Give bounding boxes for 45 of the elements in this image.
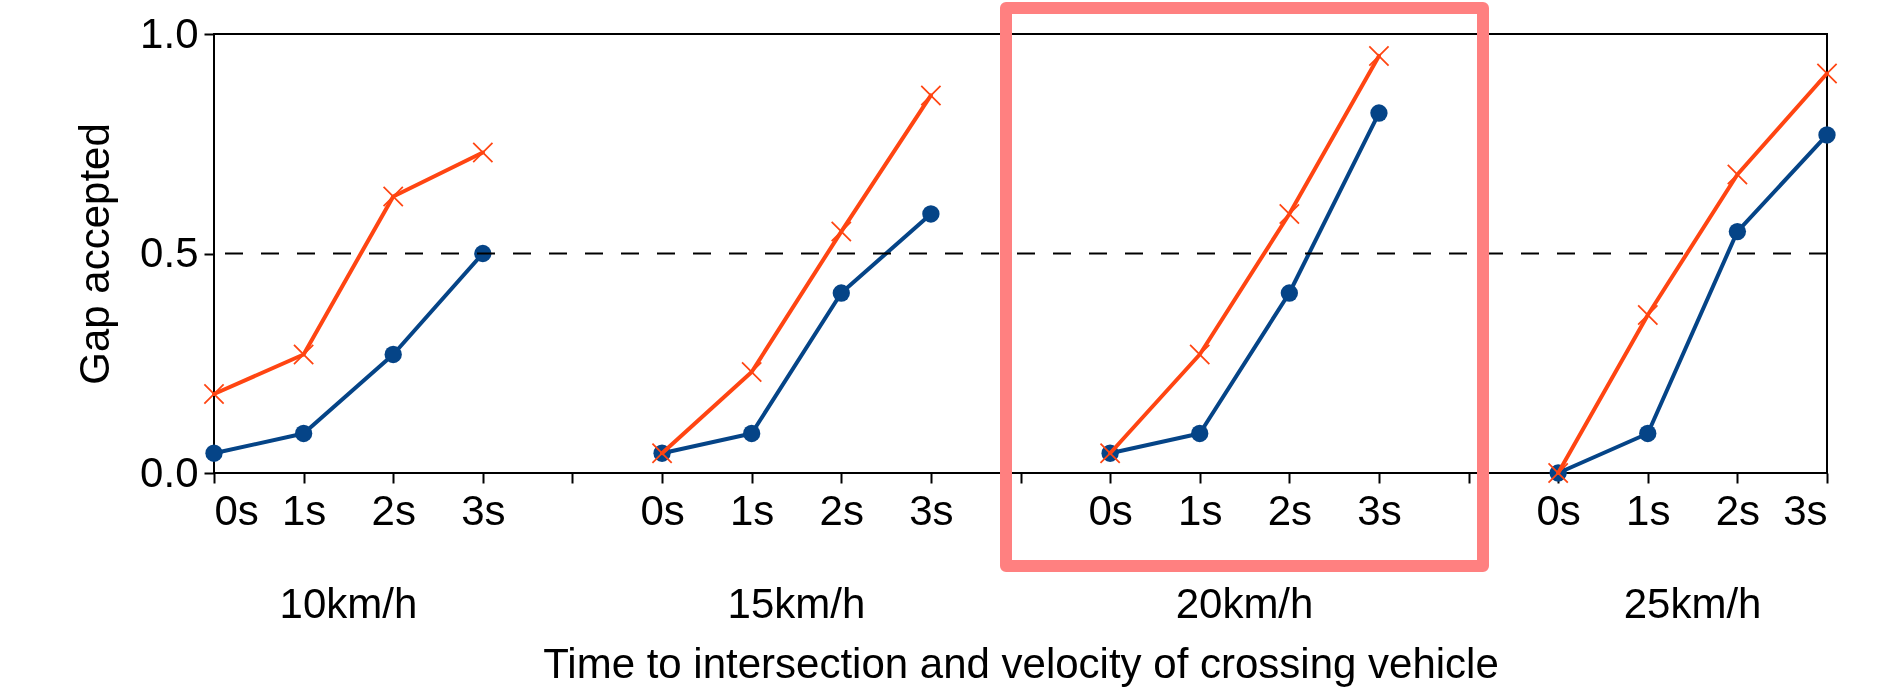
x-tick-label: 2s	[1267, 486, 1313, 534]
x-tick-label: 1s	[1626, 486, 1671, 534]
x-tick-label: 0s	[1088, 486, 1133, 534]
point	[1728, 222, 1747, 241]
point	[743, 424, 761, 443]
point	[1727, 164, 1748, 185]
text: 10km/h	[279, 580, 418, 627]
point	[1639, 424, 1657, 443]
text: 15km/h	[727, 580, 866, 627]
y-tick-label: 0.5	[140, 229, 199, 276]
point	[1189, 344, 1210, 365]
x-tick-label: 3s	[461, 486, 506, 534]
x-tick-label: 0s	[214, 486, 259, 534]
text: 25km/h	[1623, 580, 1762, 627]
x-tick-label: 3s	[909, 486, 954, 534]
point	[382, 186, 404, 207]
point	[384, 345, 402, 364]
point	[1368, 45, 1390, 67]
y-tick-label: 0.0	[140, 448, 199, 496]
point	[293, 344, 314, 365]
point	[203, 383, 225, 405]
x-axis-title: Time to intersection and velocity of crossing vehicle	[543, 639, 1499, 687]
point	[1637, 304, 1659, 326]
point	[922, 205, 940, 223]
x-tick-label: 2s	[1715, 486, 1761, 534]
point	[294, 424, 313, 443]
x-tick-label: 2s	[371, 486, 416, 534]
x-tick-label: 3s	[1783, 486, 1828, 534]
point	[1280, 284, 1298, 302]
point	[1818, 126, 1836, 144]
text: 20km/h	[1175, 580, 1314, 627]
x-tick-label: 1s	[281, 486, 327, 534]
point	[832, 284, 850, 302]
point	[831, 221, 852, 242]
point	[1191, 424, 1209, 443]
x-tick-label: 1s	[1178, 486, 1223, 534]
x-tick-label: 0s	[1536, 486, 1581, 534]
point	[205, 444, 223, 462]
y-axis-title: Gap accepted	[71, 123, 119, 385]
y-tick-label: 1.0	[140, 9, 199, 57]
x-tick-label: 0s	[640, 486, 685, 534]
x-tick-label: 2s	[819, 486, 864, 534]
point	[1370, 104, 1388, 122]
x-tick-label: 1s	[729, 486, 775, 534]
x-tick-label: 3s	[1357, 486, 1402, 534]
